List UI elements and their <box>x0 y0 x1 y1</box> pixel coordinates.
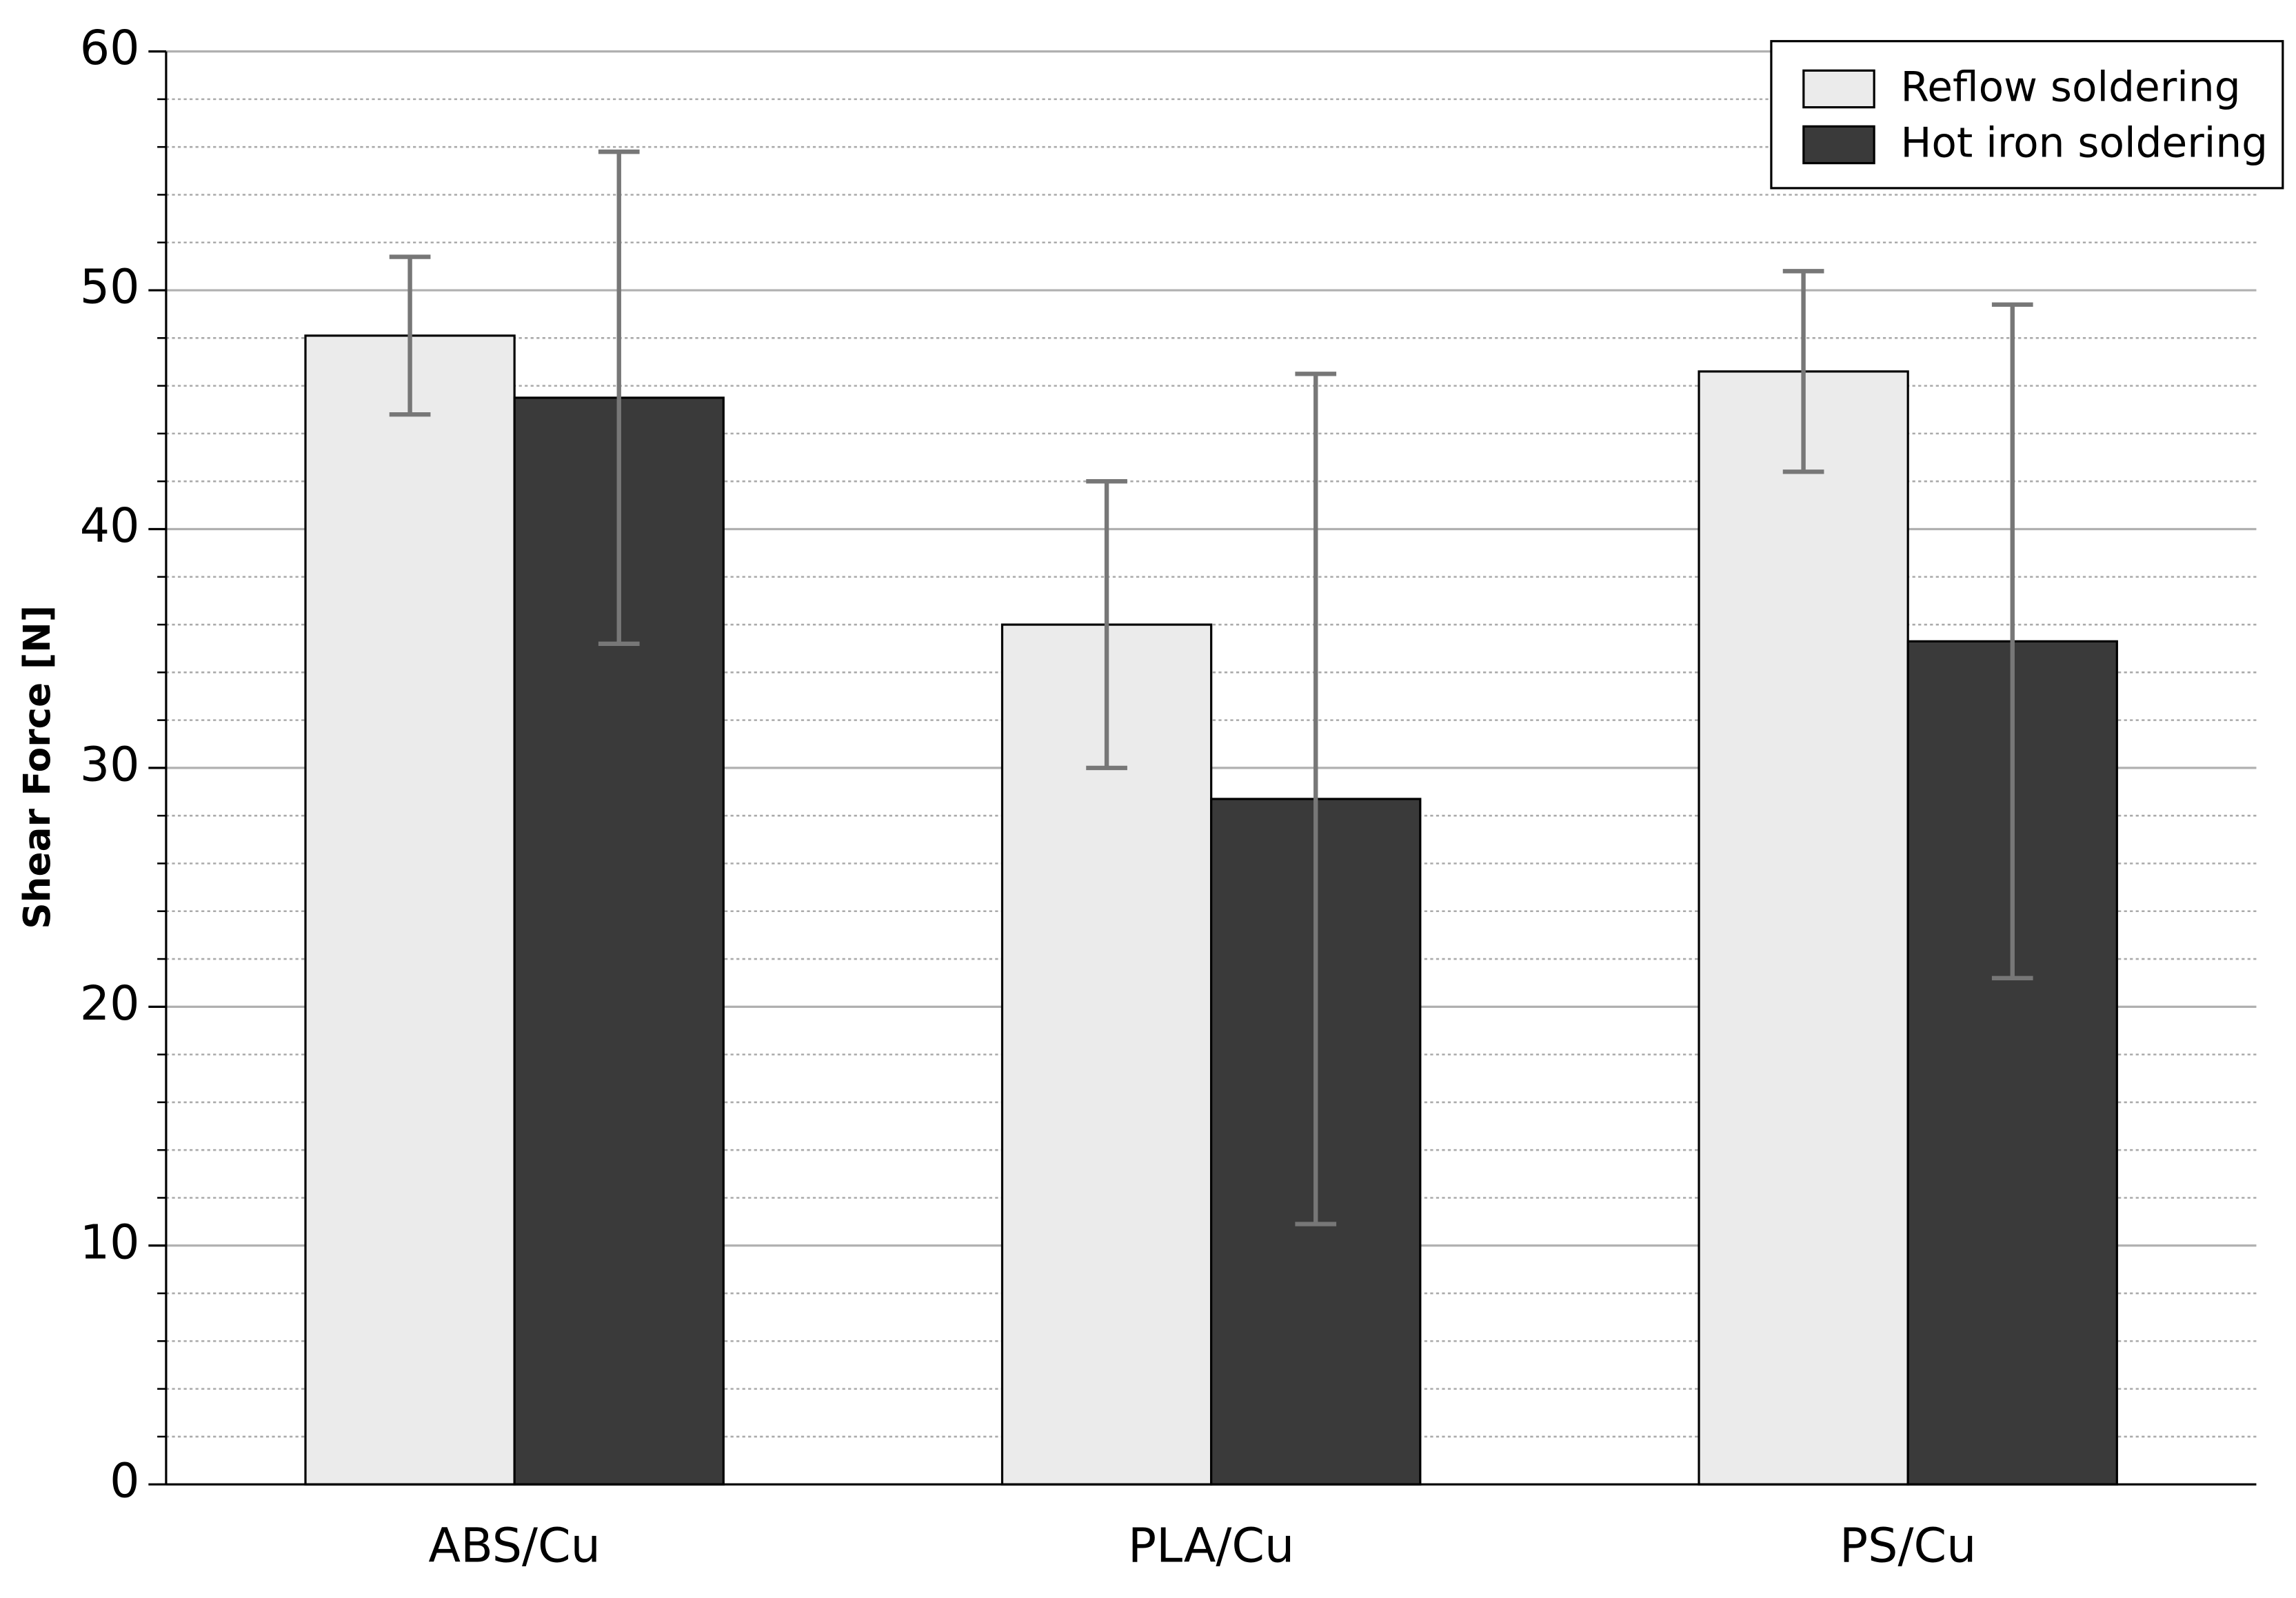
y-tick-label: 60 <box>80 21 140 76</box>
legend-swatch <box>1802 125 1875 165</box>
error-bar <box>389 254 431 417</box>
error-bar <box>1295 372 1337 1226</box>
error-bar <box>1991 302 2033 980</box>
y-tick-label: 30 <box>80 738 140 792</box>
y-tick-label: 0 <box>110 1455 139 1509</box>
bar <box>1698 370 1909 1486</box>
y-tick-label: 40 <box>80 499 140 554</box>
x-tick-label: ABS/Cu <box>428 1519 600 1574</box>
error-bar <box>1086 478 1127 771</box>
y-tick-label: 50 <box>80 261 140 315</box>
y-tick-label: 10 <box>80 1215 140 1270</box>
x-tick-label: PLA/Cu <box>1128 1519 1294 1574</box>
legend-label: Hot iron soldering <box>1901 120 2268 168</box>
legend-label: Reflow soldering <box>1901 64 2241 112</box>
x-tick-label: PS/Cu <box>1840 1519 1976 1574</box>
bar <box>304 334 516 1486</box>
legend: Reflow soldering Hot iron soldering <box>1770 40 2284 190</box>
error-bar <box>1782 269 1824 474</box>
error-bar <box>598 149 640 646</box>
y-tick-label: 20 <box>80 977 140 1031</box>
y-axis-label: Shear Force [N] <box>16 605 59 929</box>
legend-swatch <box>1802 69 1875 109</box>
